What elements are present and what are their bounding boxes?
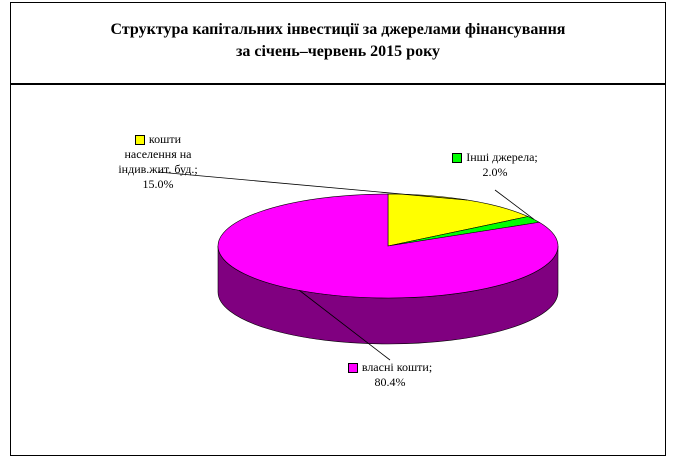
label-value: 80.4% (374, 375, 406, 389)
legend-key (347, 363, 358, 374)
data-label: Інші джерела; 2.0% (445, 150, 545, 180)
data-label: власні кошти; 80.4% (345, 360, 435, 390)
label-name: Інші джерела; (466, 150, 538, 164)
chart-title: Структура капітальних інвестиції за джер… (10, 2, 666, 84)
title-line: за січень–червень 2015 року (235, 43, 441, 60)
legend-key (452, 153, 463, 164)
title-line: Структура капітальних інвестиції за джер… (110, 21, 566, 38)
data-label: кошти населення на індив.жит. буд.; 15.0% (108, 132, 208, 192)
label-value: 2.0% (482, 165, 508, 179)
leader-line (299, 290, 391, 361)
plot-area (10, 84, 666, 456)
legend-key (134, 135, 145, 146)
leader-line (494, 189, 535, 220)
slice (217, 193, 559, 299)
label-name: кошти населення на індив.жит. буд.; (118, 132, 198, 176)
label-value: 15.0% (142, 177, 174, 191)
leader-line (157, 171, 468, 201)
label-name: власні кошти; (361, 360, 433, 374)
